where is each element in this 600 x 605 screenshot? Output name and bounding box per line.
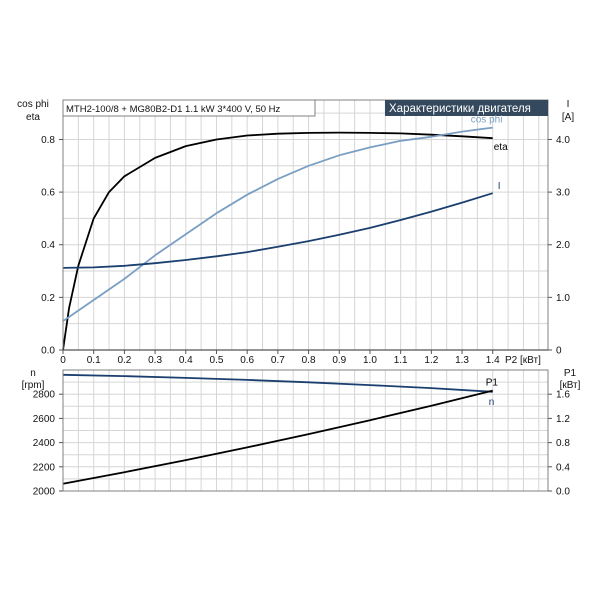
current-axis-unit: [A]	[562, 112, 574, 123]
x-axis-label: P2 [кВт]	[505, 355, 541, 366]
left-y-tick-label: 0.4	[41, 240, 55, 251]
speed-series-label: n	[489, 397, 495, 408]
x-tick-label: 0.9	[332, 355, 346, 366]
x-tick-label: 0.2	[117, 355, 131, 366]
eta-axis-title: eta	[26, 112, 40, 123]
current-series-label: I	[498, 181, 501, 192]
x-tick-label: 1.4	[486, 355, 500, 366]
p1-tick-label: 1.6	[556, 390, 570, 401]
subtitle-box	[62, 99, 316, 117]
x-tick-label: 0.1	[87, 355, 101, 366]
frame-layer	[59, 99, 552, 492]
x-tick-label: 0.7	[271, 355, 285, 366]
x-tick-label: 1.0	[363, 355, 377, 366]
chart-subtitle: MTH2-100/8 + MG80B2-D1 1.1 kW 3*400 V, 5…	[66, 104, 281, 115]
speed-axis-unit: [rpm]	[22, 380, 45, 391]
x-tick-label: 0.5	[210, 355, 224, 366]
chart-title: Характеристики двигателя	[389, 103, 531, 115]
x-tick-label: 0	[60, 355, 66, 366]
p1-tick-label: 0.0	[556, 487, 570, 498]
left-y-tick-label: 0.6	[41, 188, 55, 199]
cos-phi-curve	[62, 126, 493, 322]
x-tick-label: 0.4	[179, 355, 193, 366]
p1-curve	[62, 389, 493, 485]
left-y-tick-label: 0.8	[41, 135, 55, 146]
current-curve	[62, 192, 493, 269]
label-layer: 0 0.1 0.2 0.3 0.4 0.5 0.6 0.7 0.8 0.9 1.0 1.1 1.2 1.3…	[17, 99, 580, 498]
right-y-tick-label: 2.0	[556, 240, 570, 251]
speed-axis-title: n	[30, 368, 36, 379]
p1-tick-label: 0.8	[556, 438, 570, 449]
speed-curve	[62, 373, 493, 393]
cos-phi-series-label: cos phi	[471, 115, 503, 126]
right-y-tick-label: 1.0	[556, 293, 570, 304]
rpm-tick-label: 2200	[33, 462, 56, 473]
x-tick-label: 1.2	[424, 355, 438, 366]
x-tick-label: 0.8	[302, 355, 316, 366]
bottom-plot-frame	[62, 369, 549, 492]
current-axis-title: I	[567, 99, 570, 110]
rpm-tick-label: 2000	[33, 487, 56, 498]
left-y-tick-label: 0.0	[41, 346, 55, 357]
rpm-tick-label: 2400	[33, 438, 56, 449]
rpm-tick-label: 2600	[33, 414, 56, 425]
p1-tick-label: 0.4	[556, 462, 570, 473]
x-tick-label: 1.3	[455, 355, 469, 366]
x-tick-label: 0.3	[148, 355, 162, 366]
curve-layer	[62, 126, 493, 485]
rpm-tick-label: 2800	[33, 390, 56, 401]
right-y-tick-label: 3.0	[556, 188, 570, 199]
title-box	[385, 100, 548, 116]
left-y-tick-label: 0.2	[41, 293, 55, 304]
cos-phi-axis-title: cos phi	[17, 99, 49, 110]
eta-curve	[62, 131, 493, 351]
grid-layer	[63, 100, 548, 491]
p1-tick-label: 1.2	[556, 414, 570, 425]
eta-series-label: eta	[494, 142, 508, 153]
x-tick-label: 0.6	[240, 355, 254, 366]
x-tick-label: 1.1	[394, 355, 408, 366]
p1-axis-unit: [кВт]	[560, 380, 581, 391]
right-y-tick-label: 4.0	[556, 135, 570, 146]
right-y-tick-label: 0	[556, 346, 562, 357]
p1-series-label: P1	[486, 378, 499, 389]
p1-axis-title: P1	[564, 368, 577, 379]
